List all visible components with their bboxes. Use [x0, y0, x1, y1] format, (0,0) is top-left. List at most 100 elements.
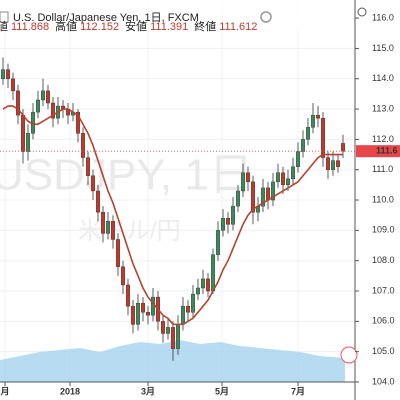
- candle-body: [195, 287, 200, 295]
- candle-body: [110, 221, 115, 240]
- y-tick-label: 116.0: [372, 12, 394, 22]
- y-tick-label: 114.0: [372, 73, 394, 83]
- event-badge[interactable]: [340, 346, 358, 364]
- collapse-icon[interactable]: [0, 11, 9, 23]
- watermark-sub: 米ドル/円: [78, 217, 181, 244]
- grid: [0, 0, 355, 383]
- candle-body: [210, 254, 215, 292]
- ohlc-value: 112.152: [80, 21, 119, 33]
- candle-body: [75, 111, 80, 134]
- candle-body: [160, 321, 165, 334]
- candle-body: [140, 302, 145, 313]
- y-tick-label: 113.0: [372, 103, 394, 113]
- y-tick-label: 111.0: [372, 164, 393, 174]
- candle-body: [321, 117, 326, 158]
- candle-body: [90, 175, 95, 192]
- ohlc-label: 値: [0, 20, 8, 33]
- ohlc-legend: 値 111.868 高値 112.152 安値 111.391 終値 111.612: [0, 19, 257, 33]
- y-tick-label: 106.0: [372, 316, 395, 326]
- x-tick-label: 3月: [141, 386, 155, 396]
- candle-body: [276, 172, 281, 183]
- candle-body: [36, 99, 41, 113]
- ohlc-label: 高値: [55, 19, 77, 33]
- y-tick-label: 110.0: [372, 194, 394, 204]
- watermark: USDJPY, 1日: [0, 151, 253, 200]
- candle-body: [85, 157, 90, 176]
- candle-body: [100, 211, 105, 234]
- ohlc-value: 111.612: [219, 21, 257, 33]
- settings-icon[interactable]: [260, 11, 272, 23]
- ohlc-value: 111.391: [150, 21, 188, 33]
- candle-body: [261, 187, 266, 207]
- y-tick-label: 109.0: [372, 225, 395, 235]
- candle-body: [301, 139, 306, 152]
- candle-body: [1, 69, 5, 79]
- candle-body: [145, 312, 150, 316]
- candle-body: [220, 218, 225, 231]
- candle-body: [51, 102, 56, 119]
- candle-body: [200, 278, 205, 289]
- candle-body: [296, 151, 301, 167]
- candle-body: [135, 302, 140, 325]
- candle-body: [125, 284, 130, 307]
- price-tag-bg: [356, 145, 400, 158]
- candle-body: [215, 230, 220, 255]
- candle-body: [175, 324, 180, 349]
- y-tick-label: 115.0: [372, 43, 394, 53]
- y-tick-label: 104.0: [372, 376, 395, 386]
- ohlc-value: 111.868: [11, 21, 49, 33]
- ohlc-label: 安値: [125, 19, 147, 33]
- x-tick-label: 7月: [291, 386, 305, 396]
- candle-body: [180, 305, 185, 325]
- candle-body: [115, 239, 120, 267]
- candle-body: [341, 143, 346, 152]
- candle-body: [21, 114, 26, 152]
- candle-body: [286, 178, 291, 186]
- price-tag: 111.6: [376, 146, 398, 156]
- candle-body: [16, 90, 21, 116]
- candle-body: [26, 133, 31, 152]
- candle-body: [41, 90, 46, 101]
- candle-body: [311, 114, 316, 128]
- candle-body: [230, 205, 235, 225]
- candle-body: [205, 278, 210, 292]
- plot: [0, 57, 355, 361]
- candle-body: [326, 157, 331, 170]
- axes: 104.0 105.0 106.0 107.0 108.0 109.0 110.0 111.0…: [0, 12, 400, 396]
- candle-body: [336, 160, 341, 167]
- candle-body: [10, 78, 15, 92]
- x-tick-label: 5月: [215, 386, 229, 396]
- x-tick-label: 月: [0, 386, 10, 396]
- corner-icon[interactable]: [357, 7, 367, 17]
- candle-body: [225, 218, 230, 225]
- candle-body: [306, 127, 311, 140]
- candle-body: [250, 181, 255, 213]
- candle-body: [185, 305, 190, 313]
- volume-area: [0, 340, 345, 382]
- candle-body: [316, 114, 321, 119]
- candle-body: [80, 133, 85, 158]
- candle-body: [170, 327, 175, 349]
- candle-body: [190, 293, 195, 313]
- candle-body: [120, 266, 125, 286]
- candle-body: [291, 166, 296, 180]
- candle-body: [105, 221, 110, 234]
- candle-body: [331, 160, 336, 170]
- candle-body: [266, 187, 271, 201]
- candle-body: [235, 190, 240, 207]
- ohlc-label: 終値: [194, 19, 216, 33]
- candle-body: [240, 172, 245, 192]
- candle-body: [95, 190, 100, 213]
- candle-body: [271, 181, 276, 201]
- candle-body: [150, 296, 155, 316]
- candle-body: [130, 305, 135, 325]
- header-bg: [0, 0, 355, 30]
- candle-body: [245, 172, 250, 183]
- y-tick-label: 107.0: [372, 285, 395, 295]
- candle-body: [5, 69, 10, 79]
- candle-body: [281, 172, 286, 186]
- y-tick-label: 105.0: [372, 346, 395, 356]
- symbol-title: U.S. Dollar/Japanese Yen, 1日, FXCM: [13, 12, 199, 24]
- y-tick-label: 112.0: [372, 134, 394, 144]
